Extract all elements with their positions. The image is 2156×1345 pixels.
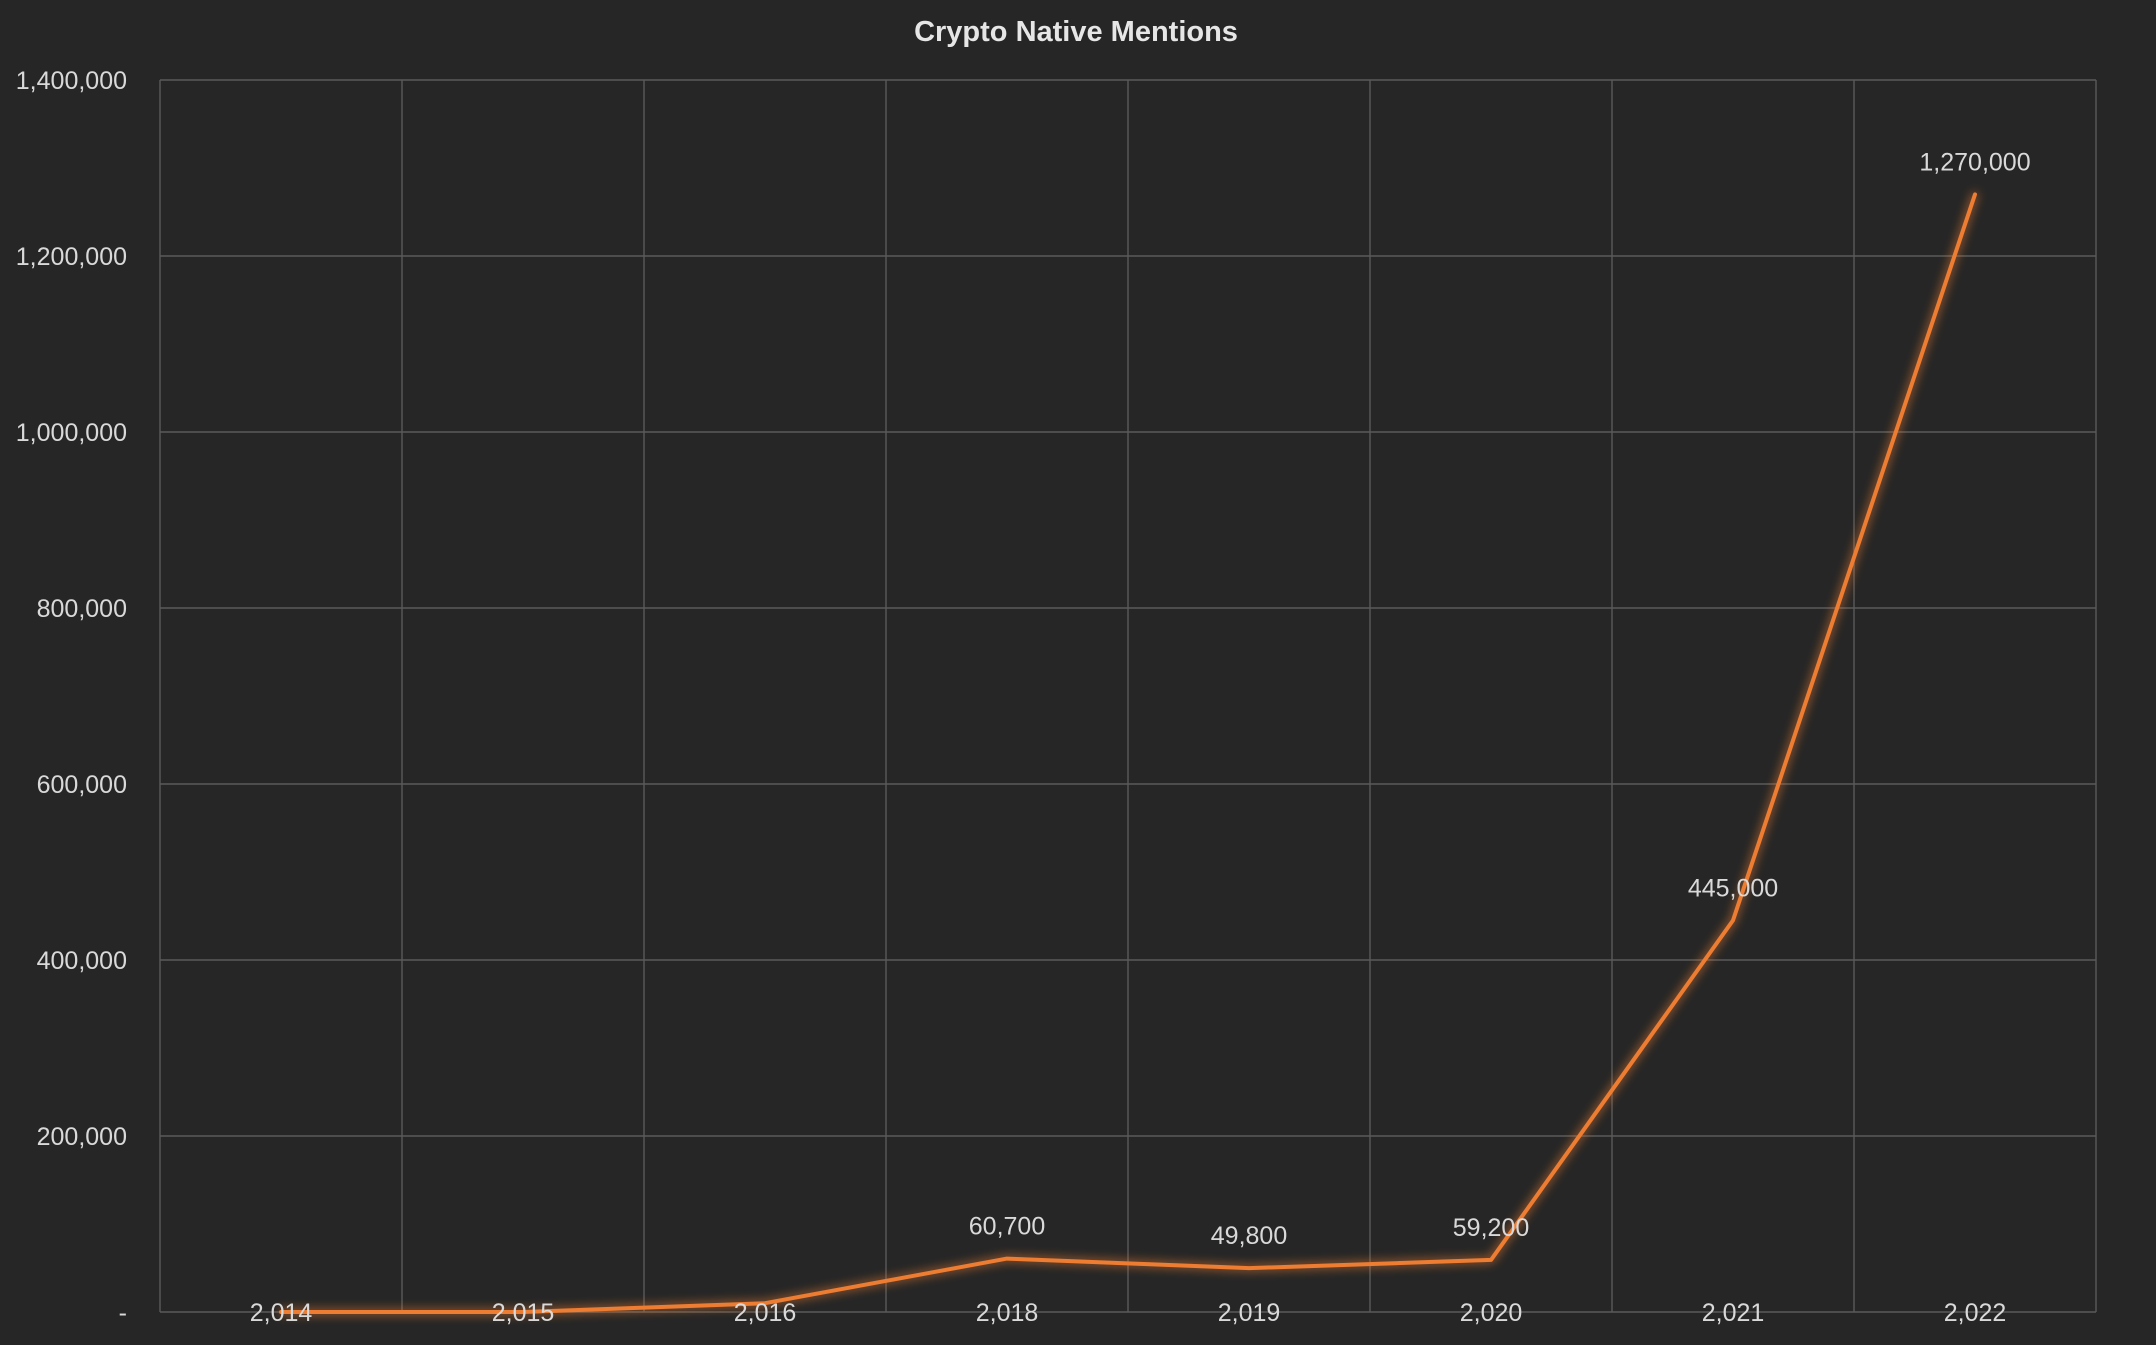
y-tick-label: 600,000 [37, 771, 127, 799]
data-labels: 60,700 49,800 59,200 445,000 1,270,000 [969, 148, 2031, 1250]
data-label: 445,000 [1688, 874, 1778, 902]
x-tick-label: 2,020 [1460, 1299, 1523, 1327]
data-label: 60,700 [969, 1213, 1045, 1241]
x-tick-label: 2,019 [1218, 1299, 1281, 1327]
x-tick-label: 2,016 [734, 1299, 797, 1327]
x-tick-label: 2,014 [250, 1299, 313, 1327]
x-tick-label: 2,022 [1944, 1299, 2007, 1327]
chart-title: Crypto Native Mentions [914, 16, 1238, 48]
x-tick-label: 2,021 [1702, 1299, 1765, 1327]
x-tick-label: 2,015 [492, 1299, 555, 1327]
data-label: 49,800 [1211, 1222, 1287, 1250]
y-tick-label: 400,000 [37, 947, 127, 975]
y-tick-label: 1,400,000 [16, 67, 127, 95]
y-tick-label: - [119, 1299, 127, 1327]
series-lines [279, 192, 1977, 1314]
series-line [279, 192, 1977, 1314]
y-axis-tick-labels: - 200,000 400,000 600,000 800,000 1,000,000 1,… [16, 67, 127, 1327]
data-label: 59,200 [1453, 1214, 1529, 1242]
data-label: 1,270,000 [1919, 148, 2030, 176]
y-tick-label: 800,000 [37, 595, 127, 623]
x-tick-label: 2,018 [976, 1299, 1039, 1327]
y-tick-label: 1,200,000 [16, 243, 127, 271]
y-tick-label: 1,000,000 [16, 419, 127, 447]
y-tick-label: 200,000 [37, 1123, 127, 1151]
x-axis-tick-labels: 2,014 2,015 2,016 2,018 2,019 2,020 2,021 2,022 [250, 1299, 2007, 1327]
gridlines [159, 79, 2097, 1313]
